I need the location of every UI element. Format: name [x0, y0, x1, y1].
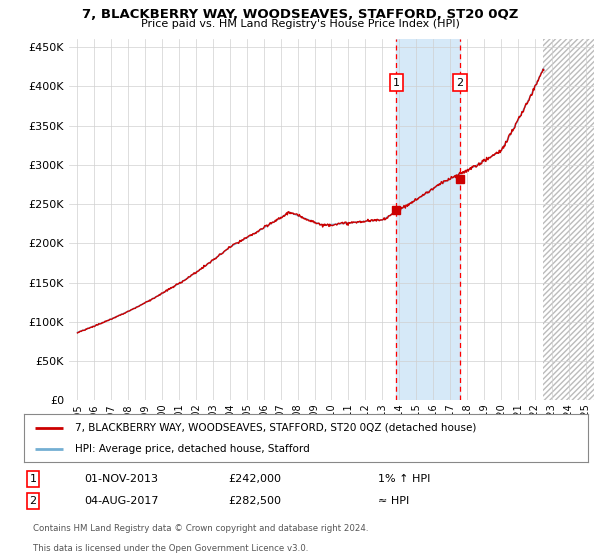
Text: This data is licensed under the Open Government Licence v3.0.: This data is licensed under the Open Gov…	[33, 544, 308, 553]
Bar	[397, 39, 460, 400]
Text: £242,000: £242,000	[228, 474, 281, 484]
Text: 1: 1	[29, 474, 37, 484]
Text: 1: 1	[393, 77, 400, 87]
Text: HPI: Average price, detached house, Stafford: HPI: Average price, detached house, Staf…	[75, 444, 310, 454]
Text: 7, BLACKBERRY WAY, WOODSEAVES, STAFFORD, ST20 0QZ: 7, BLACKBERRY WAY, WOODSEAVES, STAFFORD,…	[82, 8, 518, 21]
Text: 2: 2	[29, 496, 37, 506]
Text: Contains HM Land Registry data © Crown copyright and database right 2024.: Contains HM Land Registry data © Crown c…	[33, 524, 368, 533]
Text: 01-NOV-2013: 01-NOV-2013	[84, 474, 158, 484]
Text: Price paid vs. HM Land Registry's House Price Index (HPI): Price paid vs. HM Land Registry's House …	[140, 19, 460, 29]
Bar	[543, 39, 594, 400]
Bar	[543, 39, 594, 400]
Text: 04-AUG-2017: 04-AUG-2017	[84, 496, 158, 506]
Text: ≈ HPI: ≈ HPI	[378, 496, 409, 506]
Text: £282,500: £282,500	[228, 496, 281, 506]
Text: 2: 2	[457, 77, 463, 87]
Text: 1% ↑ HPI: 1% ↑ HPI	[378, 474, 430, 484]
Text: 7, BLACKBERRY WAY, WOODSEAVES, STAFFORD, ST20 0QZ (detached house): 7, BLACKBERRY WAY, WOODSEAVES, STAFFORD,…	[75, 423, 476, 433]
